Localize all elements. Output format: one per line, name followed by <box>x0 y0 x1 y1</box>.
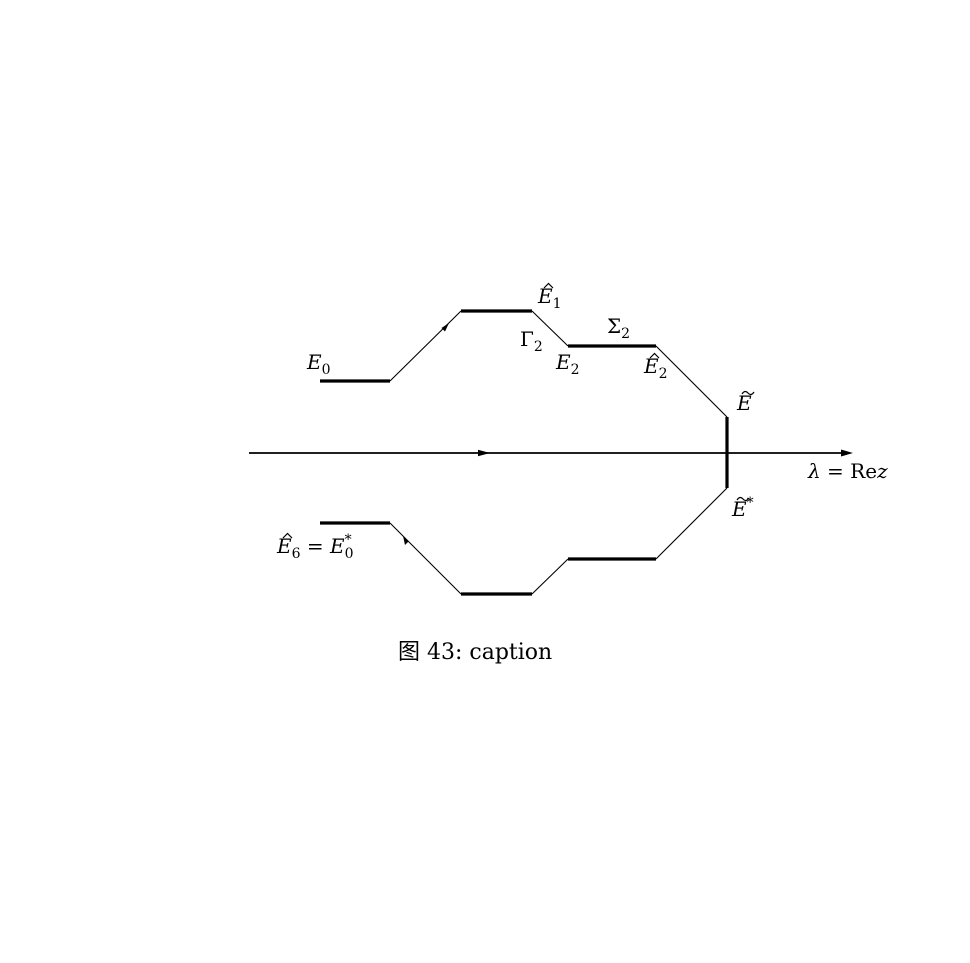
hat-accent-icon <box>543 282 554 289</box>
axis-label: λ = Rez <box>807 459 888 483</box>
rising-segment-arrow <box>441 323 449 332</box>
real-axis-direction-arrow <box>478 449 490 457</box>
svg-text:E1: E1 <box>537 284 562 312</box>
label-sigma2: Σ2 <box>607 314 630 342</box>
label-e1-hat: E1 <box>537 282 562 312</box>
hat-accent-icon <box>282 532 293 539</box>
svg-text:E: E <box>736 391 752 415</box>
hat-accent-icon <box>649 352 660 359</box>
label-e2: E2 <box>555 350 580 378</box>
lower-segment-gamma2 <box>531 558 569 595</box>
tilde-accent-icon <box>741 390 755 396</box>
figure-caption: 图 43: caption <box>398 640 552 665</box>
label-e-tilde-star: E* <box>731 495 754 521</box>
tilde-accent-icon <box>736 496 750 502</box>
lower-descending-segment <box>389 522 462 595</box>
real-axis-arrowhead <box>841 449 853 457</box>
svg-text:E6 = E*0: E6 = E* 0 <box>276 532 354 562</box>
falling-segment <box>655 345 728 418</box>
label-gamma2: Γ2 <box>520 327 543 355</box>
svg-text:E*: E* <box>731 495 754 521</box>
lower-rising-segment <box>655 487 728 560</box>
rising-segment <box>389 310 462 382</box>
label-e2-hat: E2 <box>643 352 668 382</box>
label-e0: E0 <box>306 350 331 378</box>
lower-segment-arrow <box>403 536 409 545</box>
svg-text:E2: E2 <box>643 354 668 382</box>
segment-gamma2 <box>531 310 569 347</box>
label-e6-equals-e0-star: E6 = E* 0 <box>276 532 354 562</box>
label-e-tilde: E <box>736 390 755 415</box>
